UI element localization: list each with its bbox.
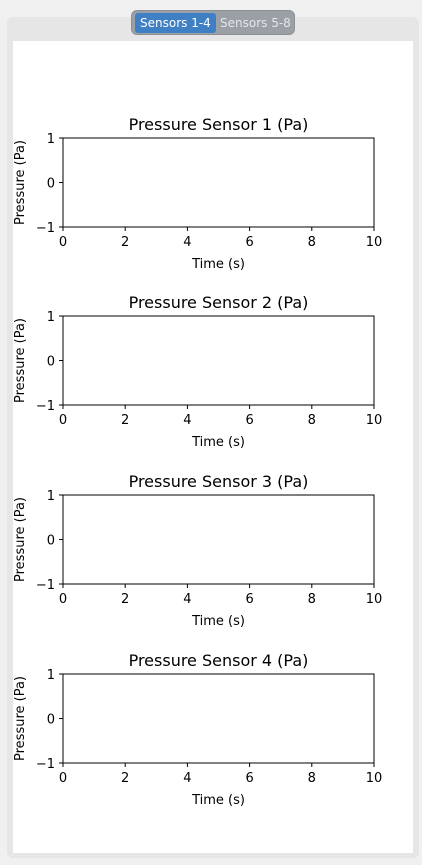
chart-3-x-tick-label: 4: [183, 592, 191, 607]
chart-4-x-tick-label: 4: [183, 771, 191, 786]
chart-2-y-tick-label: 0: [47, 355, 55, 370]
chart-4-plot-area: [63, 674, 374, 763]
chart-3-plot-area: [63, 495, 374, 584]
chart-4-x-axis-label: Time (s): [191, 793, 245, 808]
chart-3-title: Pressure Sensor 3 (Pa): [129, 472, 309, 491]
chart-2-x-tick-label: 8: [308, 413, 316, 428]
chart-3-y-tick-label: 0: [47, 534, 55, 549]
chart-1-plot-area: [63, 138, 374, 227]
chart-1-x-tick-label: 2: [121, 235, 129, 250]
chart-1-title: Pressure Sensor 1 (Pa): [129, 115, 309, 134]
chart-2-title: Pressure Sensor 2 (Pa): [129, 293, 309, 312]
chart-3-x-tick-label: 10: [366, 592, 383, 607]
chart-2-x-tick-label: 0: [59, 413, 67, 428]
chart-1-y-tick-label: −1: [36, 221, 55, 236]
chart-2-x-tick-label: 6: [245, 413, 253, 428]
chart-2-x-tick-label: 4: [183, 413, 191, 428]
chart-1-y-tick-label: 0: [47, 177, 55, 192]
chart-3-x-tick-label: 0: [59, 592, 67, 607]
chart-2-x-axis-label: Time (s): [191, 435, 245, 450]
chart-3-y-axis-label: Pressure (Pa): [13, 497, 28, 582]
chart-3-x-tick-label: 2: [121, 592, 129, 607]
chart-2-y-tick-label: 1: [47, 310, 55, 325]
chart-2-y-axis-label: Pressure (Pa): [13, 318, 28, 403]
chart-3-x-tick-label: 6: [245, 592, 253, 607]
chart-1-x-tick-label: 10: [366, 235, 383, 250]
chart-1-y-tick-label: 1: [47, 132, 55, 147]
chart-1-x-tick-label: 8: [308, 235, 316, 250]
chart-2-x-tick-label: 2: [121, 413, 129, 428]
chart-1-x-tick-label: 6: [245, 235, 253, 250]
chart-3-x-axis-label: Time (s): [191, 614, 245, 629]
chart-4-y-tick-label: 1: [47, 668, 55, 683]
chart-3-y-tick-label: 1: [47, 489, 55, 504]
chart-4-x-tick-label: 10: [366, 771, 383, 786]
chart-3-y-tick-label: −1: [36, 578, 55, 593]
chart-1-x-axis-label: Time (s): [191, 257, 245, 272]
chart-4-title: Pressure Sensor 4 (Pa): [129, 651, 309, 670]
chart-3-x-tick-label: 8: [308, 592, 316, 607]
chart-4-y-axis-label: Pressure (Pa): [13, 676, 28, 761]
chart-4-x-tick-label: 8: [308, 771, 316, 786]
chart-1-x-tick-label: 0: [59, 235, 67, 250]
chart-1-x-tick-label: 4: [183, 235, 191, 250]
chart-2-x-tick-label: 10: [366, 413, 383, 428]
chart-4-y-tick-label: −1: [36, 757, 55, 772]
chart-2-y-tick-label: −1: [36, 399, 55, 414]
chart-1-y-axis-label: Pressure (Pa): [13, 140, 28, 225]
chart-2-plot-area: [63, 316, 374, 405]
chart-4-x-tick-label: 6: [245, 771, 253, 786]
chart-4-y-tick-label: 0: [47, 713, 55, 728]
chart-4-x-tick-label: 0: [59, 771, 67, 786]
chart-4-x-tick-label: 2: [121, 771, 129, 786]
